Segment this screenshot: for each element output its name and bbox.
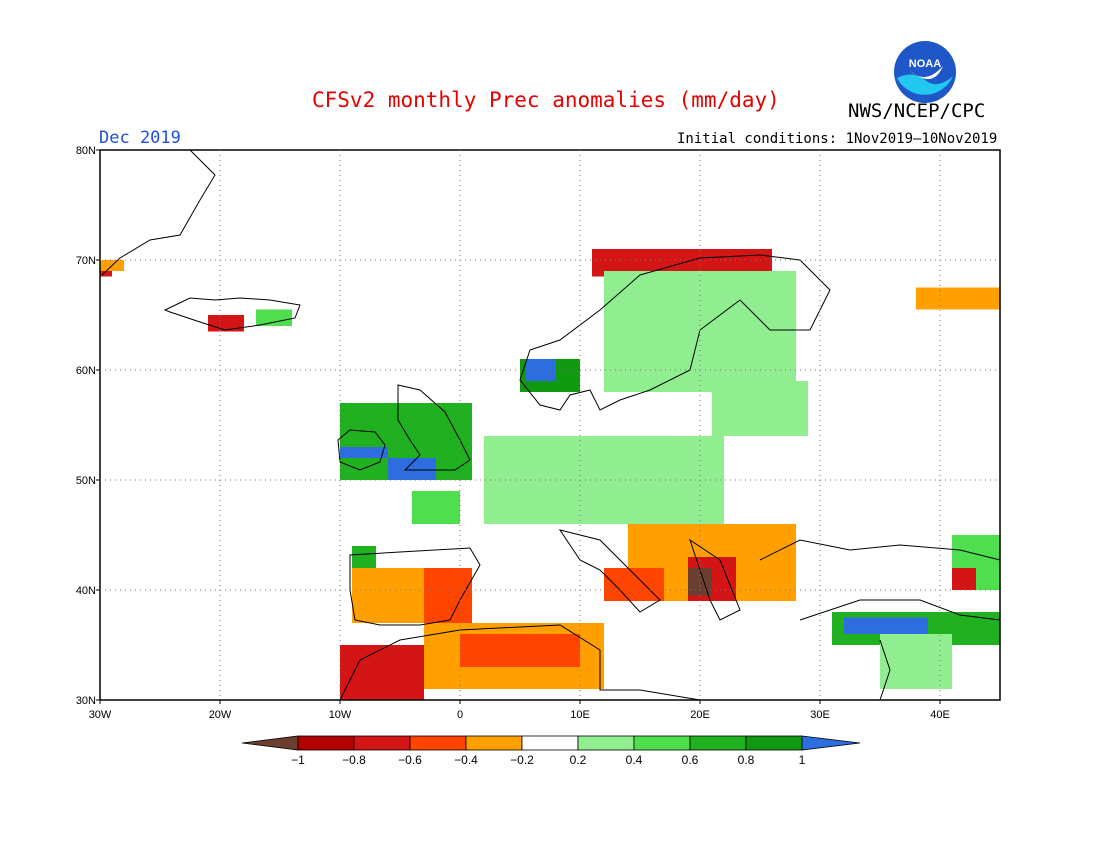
legend-arrow-high [801,735,861,751]
legend-swatch [465,735,523,751]
lon-tick-label: 0 [457,709,463,721]
latitude-ticks: 30N 40N 50N 60N 70N 80N [76,145,100,707]
initial-conditions: Initial conditions: 1Nov2019–10Nov2019 [677,131,998,147]
anomaly-region-algeria-core [460,634,580,667]
legend-swatch [409,735,467,751]
lon-tick-label: 40E [930,709,950,721]
legend-label: −0.2 [510,753,534,767]
lon-tick-label: 10W [329,709,352,721]
legend-label: −0.8 [342,753,366,767]
legend-swatch [297,735,355,751]
anomaly-region-iceland-east [256,309,292,326]
agency-label: NWS/NCEP/CPC [848,100,986,122]
noaa-logo-icon: NOAA [894,41,956,103]
legend-label: 0.2 [570,753,587,767]
lat-tick-label: 80N [76,145,96,157]
legend-label: 1 [799,753,806,767]
lon-tick-label: 10E [570,709,590,721]
anomaly-region-central-europe [484,436,724,524]
lat-tick-label: 50N [76,475,96,487]
anomaly-region-baltic-states [712,381,808,436]
legend-arrow-low [241,735,299,751]
anomaly-field [100,249,1000,700]
coastlines [101,149,1001,701]
chart-title: CFSv2 monthly Prec anomalies (mm/day) [312,88,780,112]
anomaly-region-middle-east [880,634,952,689]
forecast-month: Dec 2019 [99,128,181,148]
lon-tick-label: 20E [690,709,710,721]
legend-swatch [577,735,635,751]
legend-swatch [521,735,579,751]
legend-label: 0.6 [682,753,699,767]
graticule [100,150,1000,700]
anomaly-region-caucasus [952,568,976,590]
lat-tick-label: 40N [76,585,96,597]
anomaly-region-france-west [412,491,460,524]
lat-tick-label: 60N [76,365,96,377]
lon-tick-label: 20W [209,709,232,721]
legend-label: 0.8 [738,753,755,767]
legend-swatch [633,735,691,751]
lat-tick-label: 30N [76,695,96,707]
legend-label: 0.4 [626,753,643,767]
legend-label: −0.6 [398,753,422,767]
anomaly-region-n-russia [916,287,1000,310]
anomaly-region-iberia-east [424,568,472,623]
anomaly-region-ireland-blue [340,447,388,458]
longitude-ticks: 30W 20W 10W 0 10E 20E 30E 40E [89,700,950,721]
map-frame [99,149,1001,701]
svg-text:NOAA: NOAA [909,58,941,70]
legend-label: −0.4 [454,753,478,767]
anomaly-region-albania [688,568,712,596]
anomaly-region-turkey-south-blue [844,617,928,634]
lat-tick-label: 70N [76,255,96,267]
legend-swatch [353,735,411,751]
anomaly-region-iceland-south [208,315,244,332]
lon-tick-label: 30W [89,709,112,721]
anomaly-region-italy-south [604,568,664,601]
anomaly-region-morocco [340,645,424,700]
legend-swatch [689,735,747,751]
legend-colorbar: −1 −0.8 −0.6 −0.4 −0.2 0.2 0.4 0.6 0.8 1 [241,735,861,767]
lon-tick-label: 30E [810,709,830,721]
anomaly-region-sw-england-blue [388,458,436,480]
legend-swatch [745,735,803,751]
anomaly-region-iberia-south [352,568,424,623]
legend-label: −1 [291,753,305,767]
